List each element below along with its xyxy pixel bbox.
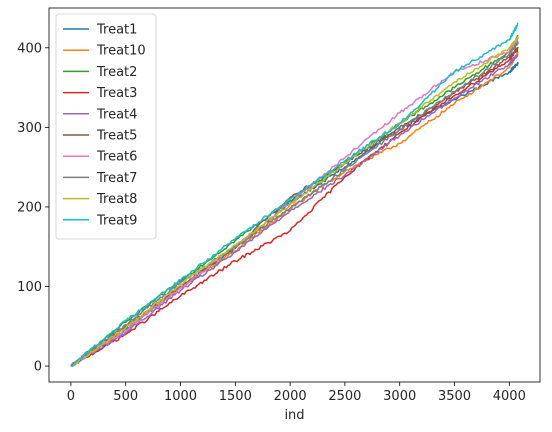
y-tick-label: 0 <box>34 360 42 375</box>
legend: Treat1 Treat10 Treat2 Treat3 Treat4 Treat5 Tre… <box>55 13 157 240</box>
x-tick-label: 0 <box>67 389 75 404</box>
series-line-treat7 <box>70 40 519 367</box>
plot-lines <box>70 22 519 368</box>
series-line-treat3 <box>70 47 519 367</box>
y-tick-label: 400 <box>17 41 42 56</box>
x-tick-label: 3000 <box>383 389 416 404</box>
x-tick-label: 4000 <box>493 389 526 404</box>
legend-label: Treat6 <box>96 150 137 165</box>
legend-label: Treat7 <box>96 171 137 186</box>
legend-label: Treat4 <box>96 107 137 122</box>
legend-label: Treat5 <box>96 129 137 144</box>
x-tick-label: 1500 <box>219 389 252 404</box>
legend-label: Treat9 <box>96 213 137 228</box>
x-tick-label: 500 <box>113 389 138 404</box>
x-tick-label: 2500 <box>328 389 361 404</box>
series-line-treat6 <box>70 37 519 367</box>
legend-box <box>55 13 157 240</box>
series-line-treat9 <box>70 22 519 367</box>
legend-label: Treat2 <box>96 65 137 80</box>
plot-frame <box>48 7 541 383</box>
y-tick-label: 300 <box>17 121 42 136</box>
axes <box>48 7 541 383</box>
series-line-treat4 <box>70 53 519 367</box>
legend-label: Treat1 <box>96 23 137 38</box>
ticks: 0 500 1000 1500 2000 2500 3000 3500 4000 0 100 200 3… <box>17 41 526 404</box>
x-tick-label: 2000 <box>274 389 307 404</box>
legend-label: Treat8 <box>96 192 137 207</box>
y-tick-label: 100 <box>17 280 42 295</box>
x-axis-title: ind <box>284 408 304 423</box>
legend-label: Treat10 <box>96 44 146 59</box>
legend-label: Treat3 <box>96 86 137 101</box>
x-tick-label: 1000 <box>164 389 197 404</box>
series-line-treat8 <box>70 36 519 368</box>
y-tick-label: 200 <box>17 200 42 215</box>
x-tick-label: 3500 <box>438 389 471 404</box>
